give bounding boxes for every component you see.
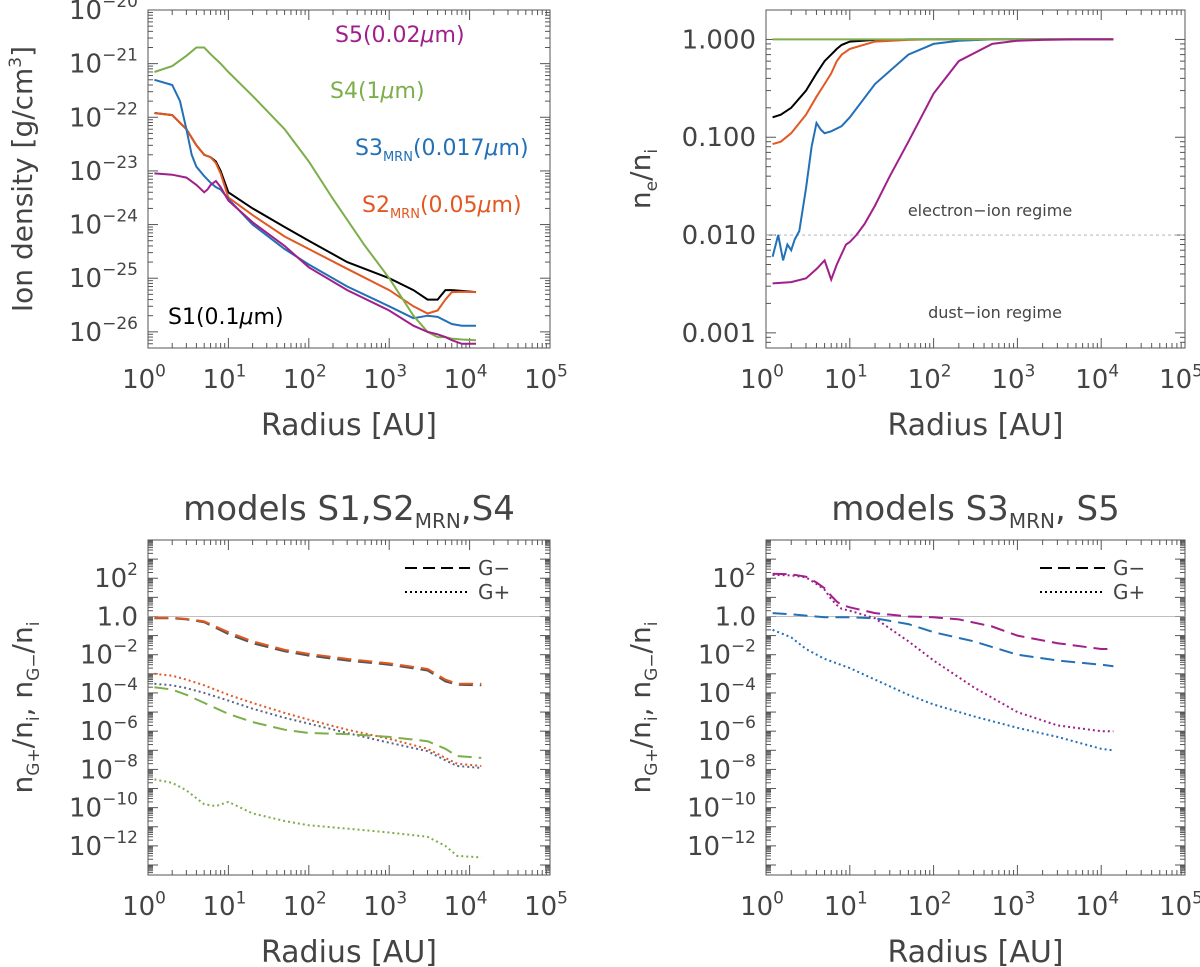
x-tick-label: 100 bbox=[740, 360, 784, 395]
x-tick-label: 104 bbox=[1075, 887, 1119, 922]
x-tick-label: 104 bbox=[444, 360, 488, 395]
x-tick-label: 101 bbox=[824, 887, 868, 922]
y-tick-label: 1.0 bbox=[97, 602, 138, 632]
y-axis-label: ne/ni bbox=[624, 149, 662, 209]
y-tick-label: 1.0 bbox=[715, 602, 756, 632]
x-tick-label: 104 bbox=[1075, 360, 1119, 395]
y-tick-label: 102 bbox=[712, 560, 756, 594]
x-axis-label: Radius [AU] bbox=[887, 935, 1063, 967]
series-label: S5(0.02μm) bbox=[335, 23, 465, 48]
x-tick-label: 101 bbox=[824, 360, 868, 395]
series-line bbox=[154, 672, 482, 767]
series-line bbox=[154, 617, 482, 687]
y-tick-label: 0.010 bbox=[682, 221, 756, 251]
y-tick-label: 10−4 bbox=[80, 675, 138, 709]
series-line bbox=[154, 778, 482, 859]
series-line bbox=[772, 628, 1114, 752]
y-tick-label: 10−24 bbox=[69, 207, 138, 241]
series-label: S3MRN(0.017μm) bbox=[355, 136, 529, 165]
chart-top-left: 100 101 102 103 104 105 10−20 10−21 10−22 10−23 10… bbox=[6, 0, 568, 443]
x-tick-label: 101 bbox=[202, 887, 246, 922]
y-tick-label: 10−21 bbox=[69, 46, 138, 80]
y-axis-label: nG+/ni, nG−/ni bbox=[6, 622, 44, 794]
y-tick-label: 10−22 bbox=[69, 99, 138, 133]
y-tick-label: 102 bbox=[94, 560, 138, 594]
series-label: S2MRN(0.05μm) bbox=[362, 193, 522, 222]
series-line bbox=[771, 38, 1114, 261]
y-tick-label: 10−2 bbox=[80, 637, 138, 671]
y-tick-label: 1.000 bbox=[682, 25, 756, 55]
y-tick-label: 10−26 bbox=[69, 314, 138, 348]
x-tick-label: 103 bbox=[363, 887, 407, 922]
chart-title: models S3MRN, S5 bbox=[831, 489, 1120, 533]
plot-frame bbox=[147, 539, 551, 876]
series-label: S4(1μm) bbox=[330, 79, 425, 104]
plot-frame bbox=[765, 539, 1186, 876]
legend-label: G− bbox=[1113, 556, 1145, 580]
y-tick-label: 10−23 bbox=[69, 153, 138, 187]
x-tick-label: 100 bbox=[740, 887, 784, 922]
x-tick-label: 104 bbox=[444, 887, 488, 922]
y-tick-label: 10−25 bbox=[69, 260, 138, 294]
series-line bbox=[154, 682, 482, 769]
plot-frame bbox=[765, 9, 1186, 349]
legend-label: G+ bbox=[1113, 580, 1145, 604]
regime-label: electron−ion regime bbox=[908, 201, 1072, 220]
x-tick-label: 103 bbox=[991, 360, 1035, 395]
y-axis-label: Ion density [g/cm3] bbox=[6, 46, 39, 312]
y-tick-label: 10−8 bbox=[80, 751, 138, 785]
x-tick-label: 101 bbox=[202, 360, 246, 395]
y-tick-label: 10−6 bbox=[80, 713, 138, 747]
y-tick-label: 10−6 bbox=[698, 713, 756, 747]
x-axis-label: Radius [AU] bbox=[887, 408, 1063, 443]
series-line bbox=[154, 112, 477, 315]
y-tick-label: 10−12 bbox=[687, 828, 756, 862]
x-tick-label: 105 bbox=[524, 887, 568, 922]
series-line bbox=[154, 172, 476, 345]
series-line bbox=[772, 38, 1114, 285]
x-tick-label: 102 bbox=[908, 360, 952, 395]
y-tick-label: 10−12 bbox=[69, 828, 138, 862]
x-tick-label: 103 bbox=[991, 887, 1035, 922]
x-axis-label: Radius [AU] bbox=[261, 408, 437, 443]
x-tick-label: 105 bbox=[1159, 887, 1200, 922]
x-tick-label: 100 bbox=[122, 887, 166, 922]
series-line bbox=[772, 38, 1114, 146]
x-tick-label: 102 bbox=[283, 887, 327, 922]
y-tick-label: 10−10 bbox=[687, 790, 756, 824]
y-tick-label: 0.100 bbox=[682, 123, 756, 153]
chart-top-right: 100 101 102 103 104 105 1.000 0.100 0.010 0.001 Ra… bbox=[624, 9, 1200, 443]
y-tick-label: 10−10 bbox=[69, 790, 138, 824]
x-tick-label: 103 bbox=[363, 360, 407, 395]
series-line bbox=[154, 616, 482, 685]
y-axis-label: nG+/ni, nG−/ni bbox=[624, 622, 662, 794]
series-label: S1(0.1μm) bbox=[168, 305, 284, 330]
x-tick-label: 100 bbox=[122, 360, 166, 395]
chart-bottom-left: 100 101 102 103 104 105 102 1.0 10−2 10−4 10−6 10−8… bbox=[6, 489, 568, 967]
chart-bottom-right: 100 101 102 103 104 105 102 1.0 10−2 10−4 10−6 10−8… bbox=[624, 489, 1200, 967]
x-tick-label: 105 bbox=[1159, 360, 1200, 395]
y-tick-label: 10−4 bbox=[698, 675, 756, 709]
legend-label: G− bbox=[478, 556, 510, 580]
x-tick-label: 102 bbox=[908, 887, 952, 922]
series-line bbox=[154, 686, 482, 759]
y-tick-label: 10−20 bbox=[69, 0, 138, 26]
series-line bbox=[772, 38, 1114, 119]
chart-title: models S1,S2MRN,S4 bbox=[183, 489, 515, 533]
y-tick-label: 0.001 bbox=[682, 319, 756, 349]
series-line bbox=[772, 612, 1114, 668]
x-axis-label: Radius [AU] bbox=[261, 935, 437, 967]
legend-label: G+ bbox=[478, 580, 510, 604]
y-tick-label: 10−8 bbox=[698, 751, 756, 785]
regime-label: dust−ion regime bbox=[928, 303, 1062, 322]
series-line bbox=[772, 572, 1114, 650]
y-tick-label: 10−2 bbox=[698, 637, 756, 671]
x-tick-label: 102 bbox=[283, 360, 327, 395]
x-tick-label: 105 bbox=[524, 360, 568, 395]
series-line bbox=[772, 573, 1114, 733]
